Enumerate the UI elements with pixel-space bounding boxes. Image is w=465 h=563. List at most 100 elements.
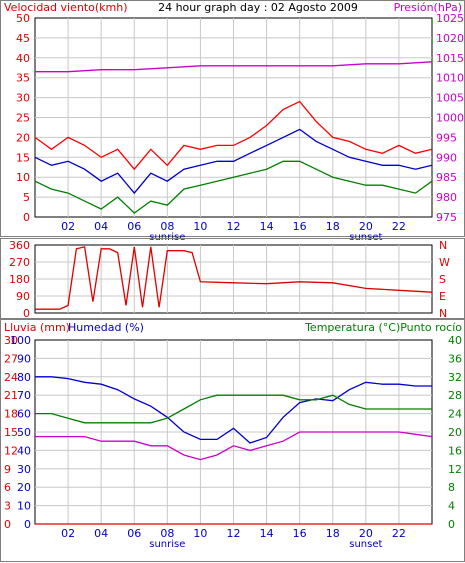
left-tick-label: 5 <box>23 191 30 204</box>
x-tick-label: 06 <box>127 527 141 540</box>
temperature-tick-label: 40 <box>448 334 462 347</box>
humidity-tick-label: 80 <box>17 371 31 384</box>
temperature-tick-label: 12 <box>448 463 462 476</box>
compass-label: N <box>439 239 447 252</box>
rain-tick-label: 9 <box>4 463 11 476</box>
x-tick-label: 12 <box>227 527 241 540</box>
x-tick-label: 22 <box>392 220 406 233</box>
direction-degree-label: 0 <box>23 307 30 320</box>
rain-tick-label: 0 <box>4 518 11 531</box>
humidity-tick-label: 60 <box>17 408 31 421</box>
direction-degree-label: 90 <box>16 290 30 303</box>
x-tick-label: 04 <box>94 527 108 540</box>
humidity-tick-label: 30 <box>17 463 31 476</box>
rain-tick-label: 30 <box>4 334 18 347</box>
left-tick-label: 10 <box>16 171 30 184</box>
temperature-tick-label: 36 <box>448 352 462 365</box>
rain-tick-label: 27 <box>4 352 18 365</box>
x-tick-label: 08 <box>160 527 174 540</box>
panel-1-series-line <box>35 61 433 73</box>
temperature-tick-label: 24 <box>448 408 462 421</box>
left-tick-label: 15 <box>16 151 30 164</box>
direction-degree-label: 270 <box>9 256 30 269</box>
right-tick-label: 975 <box>436 211 457 224</box>
left-axis-title: Velocidad viento(kmh) <box>4 1 128 14</box>
panel-1-series-line <box>34 128 433 195</box>
left-tick-label: 25 <box>16 112 30 125</box>
temperature-axis-title: Temperatura (°C)Punto rocío <box>304 321 462 334</box>
rain-tick-label: 6 <box>4 481 11 494</box>
panel-2-series-line <box>35 246 433 310</box>
humidity-axis-title: Humedad (%) <box>68 321 144 334</box>
x-tick-label: 16 <box>293 527 307 540</box>
panel-3-series-line <box>35 376 432 444</box>
left-tick-label: 0 <box>23 211 30 224</box>
right-tick-label: 980 <box>436 191 457 204</box>
left-tick-label: 35 <box>16 72 30 85</box>
x-tick-label: 18 <box>326 527 340 540</box>
panel-1-series-line <box>34 160 433 214</box>
left-tick-label: 30 <box>16 92 30 105</box>
right-tick-label: 990 <box>436 151 457 164</box>
x-tick-label: 12 <box>227 220 241 233</box>
rain-axis-title: Lluvia (mm) <box>4 321 70 334</box>
sunrise-label: sunrise <box>149 232 185 243</box>
right-tick-label: 1015 <box>436 52 464 65</box>
sunset-label: sunset <box>349 539 382 550</box>
humidity-tick-label: 40 <box>17 444 31 457</box>
humidity-tick-label: 0 <box>24 518 31 531</box>
rain-tick-label: 18 <box>4 408 18 421</box>
temperature-tick-label: 20 <box>448 426 462 439</box>
left-tick-label: 40 <box>16 52 30 65</box>
rain-tick-label: 12 <box>4 444 18 457</box>
right-tick-label: 1025 <box>436 12 464 25</box>
x-tick-label: 22 <box>392 527 406 540</box>
compass-label: N <box>439 307 447 320</box>
panel-3-series-line <box>35 394 432 424</box>
right-tick-label: 1000 <box>436 112 464 125</box>
humidity-tick-label: 90 <box>17 352 31 365</box>
direction-degree-label: 360 <box>9 239 30 252</box>
x-tick-label: 10 <box>193 220 207 233</box>
x-tick-label: 02 <box>61 220 75 233</box>
temperature-tick-label: 32 <box>448 371 462 384</box>
humidity-tick-label: 50 <box>17 426 31 439</box>
temperature-tick-label: 16 <box>448 444 462 457</box>
x-tick-label: 04 <box>94 220 108 233</box>
x-tick-label: 14 <box>260 220 274 233</box>
left-tick-label: 45 <box>16 32 30 45</box>
rain-tick-label: 24 <box>4 371 18 384</box>
rain-tick-label: 15 <box>4 426 18 439</box>
x-tick-label: 06 <box>127 220 141 233</box>
temperature-tick-label: 28 <box>448 389 462 402</box>
rain-tick-label: 21 <box>4 389 18 402</box>
humidity-tick-label: 70 <box>17 389 31 402</box>
compass-label: W <box>439 256 450 269</box>
compass-label: S <box>439 273 446 286</box>
left-tick-label: 20 <box>16 131 30 144</box>
panel-3-series-line <box>35 431 433 461</box>
x-tick-label: 14 <box>260 527 274 540</box>
sunrise-label: sunrise <box>149 539 185 550</box>
x-tick-label: 16 <box>293 220 307 233</box>
temperature-tick-label: 4 <box>448 500 455 513</box>
right-tick-label: 985 <box>436 171 457 184</box>
x-tick-label: 18 <box>326 220 340 233</box>
humidity-tick-label: 10 <box>17 500 31 513</box>
right-tick-label: 1005 <box>436 92 464 105</box>
temperature-tick-label: 0 <box>448 518 455 531</box>
chart-title: 24 hour graph day : 02 Agosto 2009 <box>158 1 358 14</box>
right-tick-label: 1010 <box>436 72 464 85</box>
x-tick-label: 08 <box>160 220 174 233</box>
humidity-tick-label: 100 <box>10 334 31 347</box>
sunset-label: sunset <box>349 232 382 243</box>
right-tick-label: 995 <box>436 131 457 144</box>
right-tick-label: 1020 <box>436 32 464 45</box>
temperature-tick-label: 8 <box>448 481 455 494</box>
direction-degree-label: 180 <box>9 273 30 286</box>
x-tick-label: 20 <box>359 220 373 233</box>
humidity-tick-label: 20 <box>17 481 31 494</box>
rain-tick-label: 3 <box>4 500 11 513</box>
x-tick-label: 02 <box>61 527 75 540</box>
